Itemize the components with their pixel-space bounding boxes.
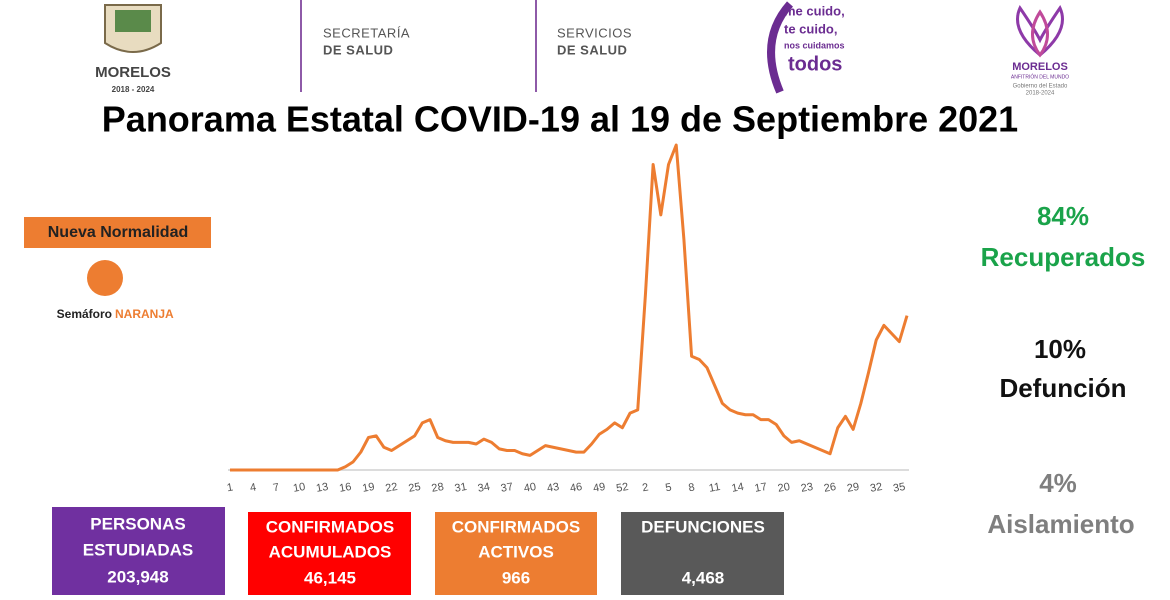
x-tick-label: 14 [731, 481, 745, 495]
summary-box [435, 512, 597, 595]
x-tick-label: 22 [384, 481, 398, 495]
secretaria-line1: SECRETARÍA [323, 25, 410, 40]
status-badge [24, 217, 211, 248]
box-label: CONFIRMADOS [452, 517, 580, 536]
summary-box [621, 512, 784, 595]
data-line [230, 143, 909, 472]
stat-label: Defunción [999, 373, 1126, 403]
summary-box [52, 507, 225, 595]
stat-label: Recuperados [981, 242, 1146, 272]
x-tick-label: 25 [408, 481, 422, 495]
x-tick-label: 34 [477, 481, 491, 495]
servicios-line2: DE SALUD [557, 42, 627, 57]
summary-box [248, 512, 411, 595]
logo-years: 2018-2024 [1026, 91, 1055, 97]
x-tick-label: 35 [892, 481, 906, 495]
x-tick-label: 17 [754, 481, 768, 495]
x-tick-label: 32 [869, 481, 883, 495]
x-tick-label: 20 [777, 481, 791, 495]
slogan-line: te cuido, [784, 21, 837, 36]
chart-title: Panorama Estatal COVID-19 al 19 de Septi… [102, 99, 1018, 140]
x-tick-label: 28 [431, 481, 445, 495]
x-tick-label: 43 [546, 481, 560, 495]
stat-value: 10% [1034, 334, 1086, 364]
x-tick-label: 10 [292, 481, 306, 495]
x-tick-label: 13 [315, 481, 329, 495]
x-tick-label: 8 [688, 481, 696, 494]
x-tick-label: 7 [272, 481, 280, 494]
logo-gov: Gobierno del Estado [1013, 84, 1068, 90]
x-tick-label: 2 [641, 481, 649, 494]
line-chart: 1 4 7 10 13 16 19 22 25 28 31 34 37 40 43 46 49 52 2 5 8 11 14… [226, 143, 909, 495]
box-label: DEFUNCIONES [641, 517, 765, 536]
logo-name: MORELOS [1012, 61, 1068, 73]
x-tick-label: 16 [338, 481, 352, 495]
box-label: PERSONAS [90, 514, 185, 533]
logo-motto: ANFITRIÓN DEL MUNDO [1011, 73, 1069, 80]
semaforo-label: Semáforo [57, 307, 112, 321]
secretaria-line2: DE SALUD [323, 42, 393, 57]
x-tick-label: 19 [361, 481, 375, 495]
box-value: 4,468 [682, 568, 725, 587]
semaforo-color: NARANJA [115, 307, 174, 321]
slogan-line: nos cuidamos [784, 40, 845, 50]
x-tick-label: 37 [500, 481, 514, 495]
slogan-logo: me cuido, te cuido, nos cuidamos todos [767, 1, 845, 94]
x-tick-label: 31 [454, 481, 468, 495]
stat-value: 4% [1039, 468, 1077, 498]
stat-label: Aislamiento [987, 509, 1134, 539]
box-label: ESTUDIADAS [83, 540, 194, 559]
x-tick-label: 40 [523, 481, 537, 495]
x-tick-label: 46 [569, 481, 583, 495]
box-value: 203,948 [107, 567, 168, 586]
box-label: ACTIVOS [478, 542, 554, 561]
x-tick-label: 52 [615, 481, 629, 495]
box-value: 966 [502, 568, 530, 587]
logo-name: MORELOS [95, 64, 171, 81]
state-logo: MORELOS 2018 - 2024 [95, 4, 171, 94]
logo-years: 2018 - 2024 [112, 85, 155, 94]
x-tick-label: 5 [664, 481, 672, 494]
government-logo: MORELOS ANFITRIÓN DEL MUNDO Gobierno del… [1011, 4, 1069, 97]
box-label: CONFIRMADOS [266, 517, 394, 536]
slogan-line: me cuido, [784, 3, 845, 18]
servicios-line1: SERVICIOS [557, 25, 632, 40]
slogan-line: todos [788, 53, 842, 75]
box-label: ACUMULADOS [269, 542, 392, 561]
x-tick-label: 11 [708, 481, 721, 495]
x-tick-label: 1 [226, 481, 234, 494]
x-tick-label: 49 [592, 481, 606, 495]
semaforo-light [87, 260, 123, 296]
x-tick-label: 29 [846, 481, 860, 495]
stat-value: 84% [1037, 201, 1089, 231]
x-tick-label: 4 [249, 481, 257, 494]
x-tick-label: 26 [823, 481, 837, 495]
status-label: Nueva Normalidad [48, 224, 188, 241]
x-tick-label: 23 [800, 481, 814, 495]
box-value: 46,145 [304, 568, 356, 587]
